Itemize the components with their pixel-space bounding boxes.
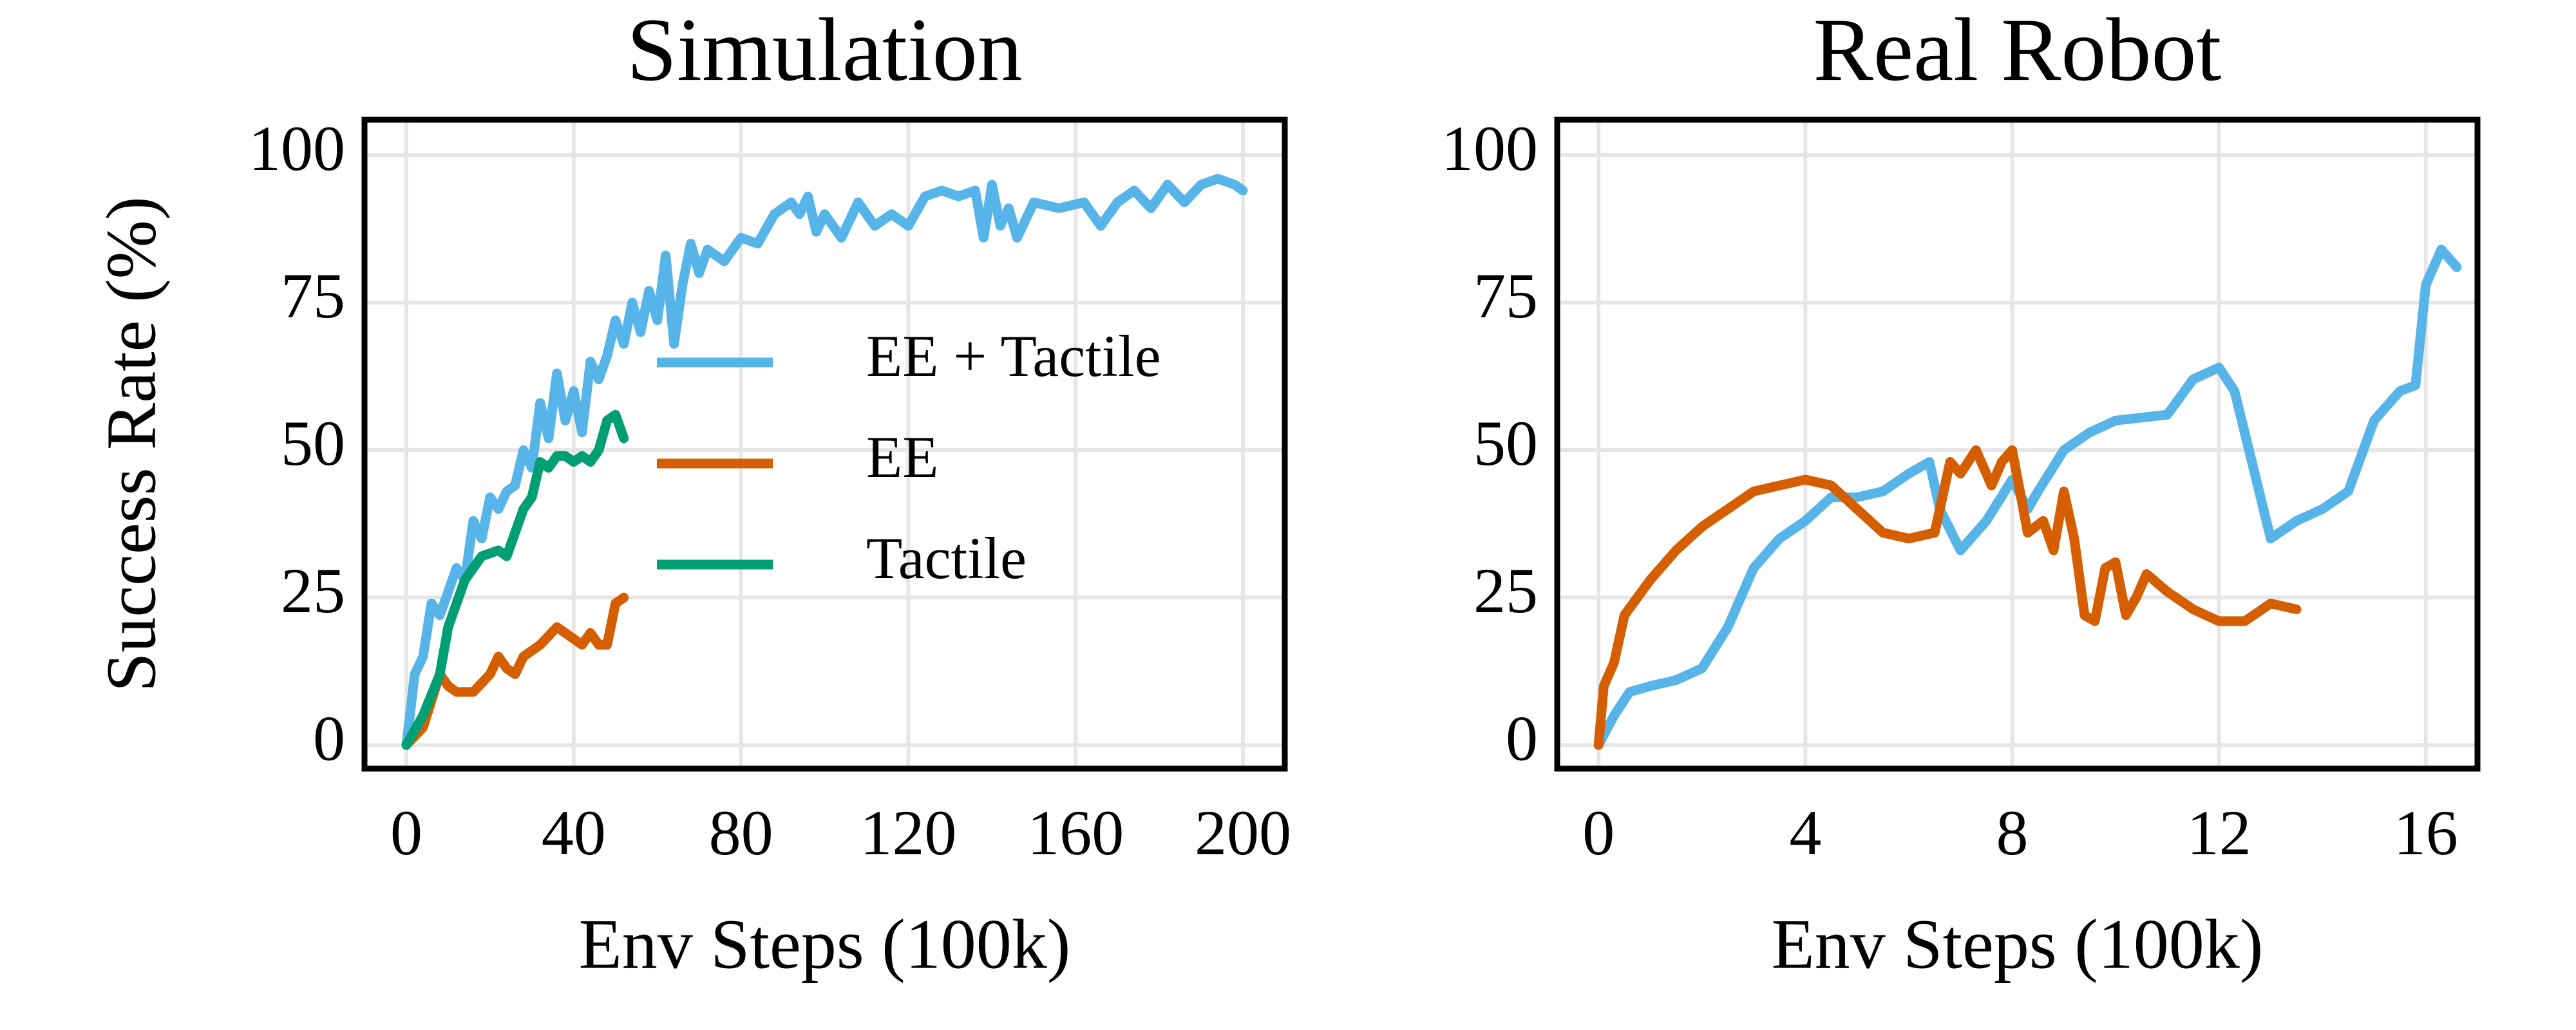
x-tick-label: 120 [860, 797, 956, 868]
x-axis-label: Env Steps (100k) [579, 904, 1071, 983]
plot-frame [1554, 117, 2481, 772]
y-tick-label: 0 [313, 702, 345, 774]
line-series [401, 409, 629, 750]
y-tick-label: 50 [281, 407, 345, 479]
legend-label: EE [866, 424, 938, 490]
x-tick-label: 0 [390, 797, 422, 868]
x-axis-label: Env Steps (100k) [1772, 904, 2264, 983]
chart-title: Real Robot [1814, 0, 2222, 100]
x-tick-label: 12 [2187, 797, 2251, 868]
x-tick-label: 80 [709, 797, 773, 868]
x-tick-label: 0 [1582, 797, 1615, 868]
x-tick-label: 160 [1027, 797, 1124, 868]
line-series [1593, 245, 2462, 750]
y-tick-label: 75 [281, 260, 345, 332]
y-tick-label: 100 [249, 113, 345, 184]
chart-title: Simulation [627, 0, 1022, 100]
x-tick-label: 4 [1789, 797, 1821, 868]
y-tick-label: 50 [1473, 407, 1538, 479]
y-tick-label: 0 [1506, 702, 1538, 774]
x-tick-label: 16 [2394, 797, 2458, 868]
line-series [401, 592, 629, 750]
line-series [1593, 445, 2302, 750]
x-tick-label: 40 [542, 797, 606, 868]
legend-label: Tactile [866, 525, 1027, 591]
chart: 0 40 80 120 160 200 0 25 50 75 100 Simulation Env St… [91, 0, 1291, 983]
chart: 0 4 8 12 16 0 25 50 75 100 Real Robot Env Steps (10… [1441, 0, 2481, 983]
line-series [401, 174, 1248, 750]
plot-frame [361, 117, 1288, 772]
x-tick-label: 8 [1996, 797, 2028, 868]
y-tick-label: 100 [1441, 113, 1538, 184]
y-tick-label: 75 [1473, 260, 1538, 332]
x-tick-label: 200 [1195, 797, 1291, 868]
y-tick-label: 25 [1473, 555, 1538, 626]
y-tick-label: 25 [281, 555, 345, 626]
legend-label: EE + Tactile [866, 323, 1161, 389]
y-axis-label: Success Rate (%) [91, 196, 170, 692]
